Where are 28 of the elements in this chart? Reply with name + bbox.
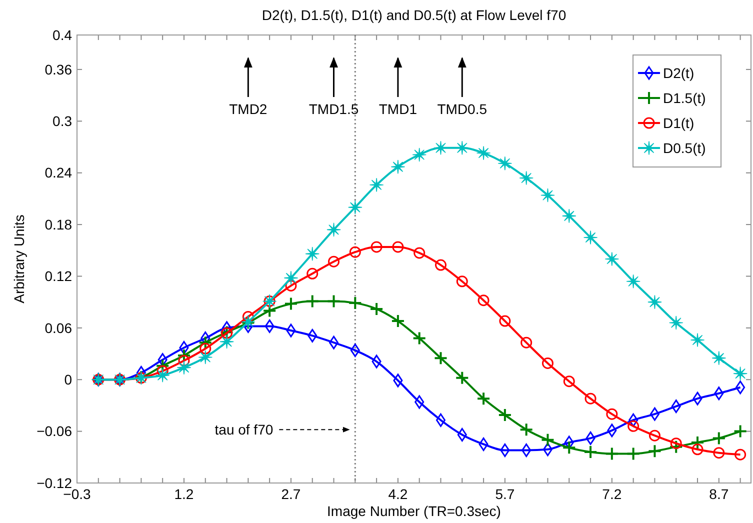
annotation: TMD1.5 [308,101,359,117]
x-tick-label: 8.7 [709,486,729,502]
annotation: TMD1 [378,101,418,117]
y-tick-label: 0.12 [44,268,72,284]
legend-label: D1.5(t) [663,90,706,106]
annotation: tau of f70 [214,421,274,438]
y-tick-label: 0 [64,372,72,388]
y-tick-label: −0.06 [36,423,72,440]
annotation: TMD2 [229,101,268,117]
y-axis-title: Arbitrary Units [11,214,27,304]
y-tick-label: 0.18 [44,216,72,232]
x-tick-label: 2.7 [281,486,301,502]
x-tick-label: 4.2 [388,486,408,502]
legend-label: D1(t) [663,114,694,131]
x-tick-label: 5.7 [495,486,515,502]
y-tick-label: 0.36 [44,61,72,78]
annotation: TMD0.5 [437,101,488,117]
y-tick-label: 0.24 [44,164,72,181]
legend-label: D2(t) [663,64,694,81]
y-tick-label: 0.06 [44,320,72,336]
x-tick-label: 7.2 [602,486,622,502]
chart-title: D2(t), D1.5(t), D1(t) and D0.5(t) at Flow Level f70 [262,7,566,23]
legend-label: D0.5(t) [663,140,706,156]
y-tick-label: −0.12 [36,474,72,491]
y-tick-label: 0.4 [52,26,72,43]
x-tick-label: 1.2 [174,486,194,502]
y-tick-label: 0.3 [52,113,72,130]
x-axis-title: Image Number (TR=0.3sec) [327,503,501,519]
